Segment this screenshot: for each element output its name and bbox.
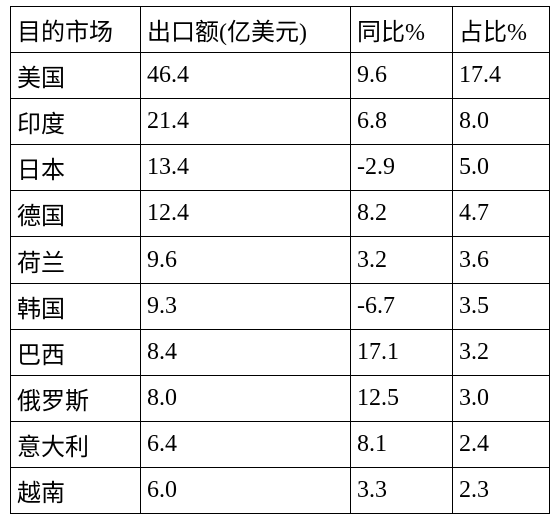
table-cell: 8.0: [140, 374, 351, 422]
table-row: 意大利 6.4 8.1 2.4: [10, 420, 550, 468]
table-cell: 21.4: [140, 98, 351, 146]
table-row: 越南 6.0 3.3 2.3: [10, 466, 550, 515]
table-row: 印度 21.4 6.8 8.0: [10, 98, 550, 146]
table-cell: -6.7: [350, 282, 453, 330]
header-cell: 同比%: [350, 5, 453, 54]
table-cell: 12.4: [140, 190, 351, 238]
table-cell: 17.4: [452, 52, 550, 100]
table-cell: 46.4: [140, 52, 351, 100]
table-cell: 印度: [10, 98, 141, 146]
table-cell: 3.3: [350, 466, 453, 515]
table-row: 德国 12.4 8.2 4.7: [10, 190, 550, 238]
table-cell: 5.0: [452, 144, 550, 192]
header-cell: 目的市场: [10, 5, 141, 54]
table-cell: 日本: [10, 144, 141, 192]
table-cell: 13.4: [140, 144, 351, 192]
table-cell: 6.8: [350, 98, 453, 146]
table-cell: 意大利: [10, 420, 141, 468]
table-cell: 韩国: [10, 282, 141, 330]
table-cell: 2.3: [452, 466, 550, 515]
table-cell: 8.1: [350, 420, 453, 468]
table-row: 韩国 9.3 -6.7 3.5: [10, 282, 550, 330]
table-cell: 9.6: [140, 236, 351, 284]
table-cell: 3.2: [350, 236, 453, 284]
table-cell: 3.2: [452, 328, 550, 376]
table-row: 俄罗斯 8.0 12.5 3.0: [10, 374, 550, 422]
table-cell: 6.4: [140, 420, 351, 468]
table-cell: 3.0: [452, 374, 550, 422]
table-cell: 美国: [10, 52, 141, 100]
table-cell: 8.0: [452, 98, 550, 146]
table-row: 巴西 8.4 17.1 3.2: [10, 328, 550, 376]
table-row: 日本 13.4 -2.9 5.0: [10, 144, 550, 192]
header-cell: 出口额(亿美元): [140, 5, 351, 54]
table-cell: 8.2: [350, 190, 453, 238]
table-cell: 8.4: [140, 328, 351, 376]
table-cell: 9.6: [350, 52, 453, 100]
table-cell: 6.0: [140, 466, 351, 515]
table-cell: 2.4: [452, 420, 550, 468]
table-cell: 荷兰: [10, 236, 141, 284]
table-cell: 俄罗斯: [10, 374, 141, 422]
table-cell: 巴西: [10, 328, 141, 376]
table-row: 荷兰 9.6 3.2 3.6: [10, 236, 550, 284]
table-cell: 3.6: [452, 236, 550, 284]
table-cell: 德国: [10, 190, 141, 238]
header-row: 目的市场 出口额(亿美元) 同比% 占比%: [10, 5, 550, 54]
table-row: 美国 46.4 9.6 17.4: [10, 52, 550, 100]
table-cell: 12.5: [350, 374, 453, 422]
table-cell: -2.9: [350, 144, 453, 192]
table-cell: 17.1: [350, 328, 453, 376]
table-cell: 9.3: [140, 282, 351, 330]
table-body: 目的市场 出口额(亿美元) 同比% 占比% 美国 46.4 9.6 17.4 印度 21.4 6.8…: [10, 5, 550, 515]
table-cell: 越南: [10, 466, 141, 515]
table-cell: 4.7: [452, 190, 550, 238]
header-cell: 占比%: [452, 5, 550, 54]
data-table: 目的市场 出口额(亿美元) 同比% 占比% 美国 46.4 9.6 17.4 印度 21.4 6.8…: [10, 5, 550, 515]
table-cell: 3.5: [452, 282, 550, 330]
